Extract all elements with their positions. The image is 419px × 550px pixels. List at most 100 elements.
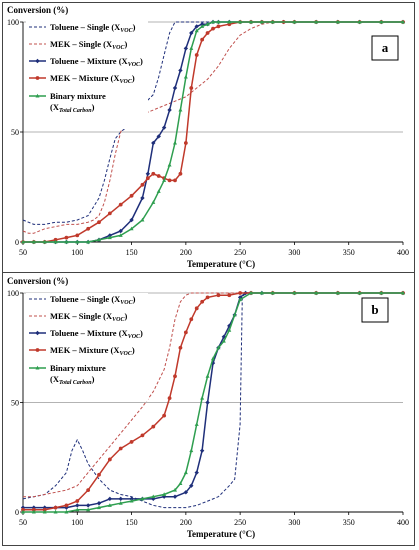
x-tick-label: 300 [288, 248, 300, 257]
data-point [107, 233, 113, 238]
data-point [145, 171, 151, 176]
x-tick-label: 350 [343, 248, 355, 257]
legend-item: Toluene – Single (XVOC) [29, 22, 136, 34]
data-point [75, 503, 80, 508]
data-point [200, 24, 205, 28]
figure-frame [2, 2, 415, 546]
x-axis-label: Temperature (°C) [187, 259, 255, 269]
data-point [216, 24, 221, 29]
data-point [194, 422, 199, 426]
data-point [200, 299, 205, 304]
series-2 [23, 292, 403, 498]
data-point [42, 509, 47, 514]
data-point [21, 509, 25, 514]
data-point [314, 290, 319, 295]
data-point [270, 290, 275, 295]
legend-background [26, 21, 148, 129]
data-point [151, 494, 156, 499]
data-point [173, 374, 177, 379]
data-point [151, 200, 156, 204]
data-point [178, 481, 183, 486]
data-point [53, 505, 58, 510]
panel-divider [2, 272, 415, 273]
data-point [401, 19, 405, 24]
data-point [129, 498, 134, 503]
data-point [189, 483, 194, 488]
legend-label: MEK – Single (XVOC) [50, 39, 127, 51]
data-point [118, 228, 123, 234]
series-1 [22, 21, 403, 225]
data-point [401, 290, 405, 295]
x-tick-label: 100 [71, 248, 83, 257]
data-point [156, 174, 161, 178]
data-point [64, 509, 69, 514]
data-point [249, 19, 253, 24]
data-point [172, 494, 178, 499]
data-point [86, 226, 91, 231]
data-point [189, 317, 194, 322]
x-tick-label: 350 [343, 518, 355, 527]
legend-label: MEK – Mixture (XVOC) [50, 73, 135, 85]
data-point [31, 505, 37, 510]
data-point [129, 217, 134, 223]
x-tick-label: 250 [234, 518, 246, 527]
data-point [183, 470, 188, 475]
data-point [379, 19, 384, 24]
data-point [379, 290, 384, 295]
legend-label: Toluene – Mixture (XVOC) [50, 328, 143, 340]
data-point [140, 182, 145, 187]
data-point [35, 348, 40, 352]
data-point [259, 290, 264, 295]
data-point [118, 446, 123, 451]
data-point [189, 46, 194, 50]
data-point [335, 290, 340, 295]
legend-item: MEK – Single (XVOC) [29, 39, 127, 51]
data-point [167, 162, 172, 167]
data-point [64, 503, 69, 508]
data-point [140, 496, 145, 501]
data-point [129, 440, 134, 444]
x-tick-label: 50 [19, 248, 27, 257]
legend: Toluene – Single (XVOC) MEK – Single (XVO… [26, 293, 148, 401]
data-point [249, 290, 253, 295]
data-point [194, 470, 199, 475]
data-point [205, 31, 210, 35]
data-point [107, 457, 112, 462]
data-point [53, 509, 58, 514]
legend-label: Binary mixture [50, 363, 106, 373]
panel-label-box [361, 297, 389, 323]
data-point [151, 171, 156, 176]
data-point [151, 424, 156, 429]
data-point [145, 176, 150, 181]
legend-item: MEK – Mixture (XVOC) [29, 345, 135, 357]
data-point [178, 68, 183, 73]
legend-background [26, 293, 148, 401]
data-point [183, 141, 188, 145]
legend-label: Toluene – Single (XVOC) [50, 22, 136, 34]
data-point [357, 19, 362, 24]
data-point [140, 433, 145, 438]
data-point [173, 178, 177, 183]
series-line [23, 292, 403, 498]
data-point [183, 46, 189, 51]
data-point [167, 396, 172, 401]
data-point [118, 202, 123, 207]
data-point [199, 448, 205, 453]
legend-item: Binary mixture(XTotal Carbon) [29, 91, 106, 114]
data-point [162, 492, 167, 496]
data-point [172, 85, 178, 91]
data-point [211, 19, 215, 24]
x-tick-label: 400 [397, 248, 409, 257]
panel-label: b [371, 302, 378, 317]
data-point [178, 345, 183, 350]
data-point [167, 178, 172, 183]
data-point [189, 448, 194, 453]
data-point [200, 37, 205, 42]
data-point [86, 507, 91, 512]
legend-item: Toluene – Mixture (XVOC) [29, 56, 143, 68]
y-tick-label: 0 [15, 508, 19, 517]
data-point [64, 235, 69, 240]
data-point [42, 239, 47, 244]
data-point [221, 338, 226, 343]
x-tick-label: 300 [288, 518, 300, 527]
